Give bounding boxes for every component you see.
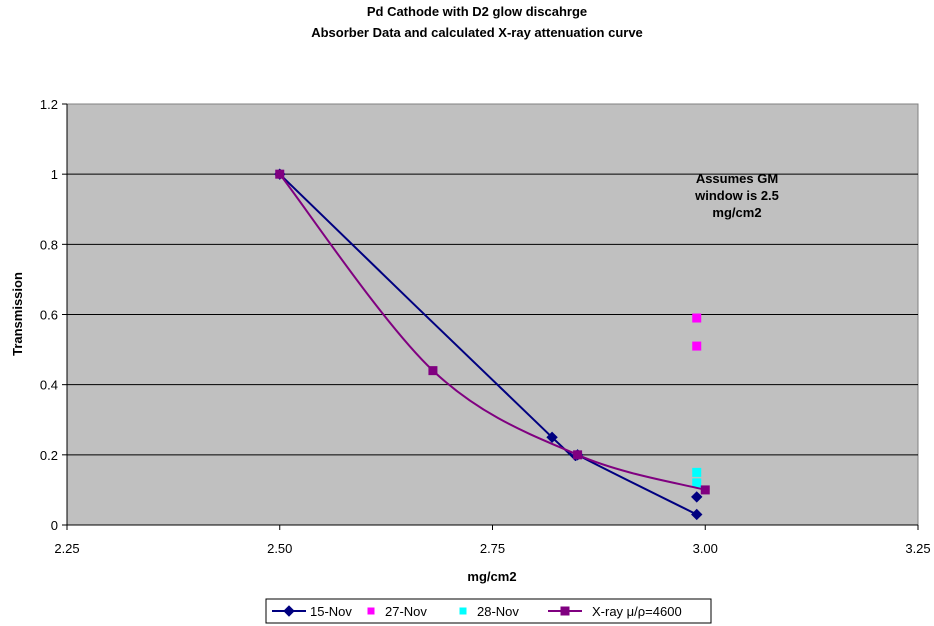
- y-tick-label: 0: [51, 518, 58, 533]
- y-tick-label: 0.4: [40, 378, 58, 393]
- x-tick-label: 2.75: [480, 541, 505, 556]
- data-point: [692, 313, 702, 323]
- data-point: [692, 467, 702, 477]
- legend-marker: [367, 607, 375, 615]
- legend-marker: [560, 606, 570, 616]
- y-tick-label: 1.2: [40, 97, 58, 112]
- legend-label: 15-Nov: [310, 604, 352, 619]
- data-point: [275, 169, 285, 179]
- legend-label: 27-Nov: [385, 604, 427, 619]
- legend-items: 15-Nov 27-Nov 28-Nov X-ray μ/ρ=4600: [272, 604, 682, 619]
- legend-item-3: X-ray μ/ρ=4600: [548, 604, 682, 619]
- y-tick-label: 1: [51, 167, 58, 182]
- annotation-line-3: mg/cm2: [712, 205, 761, 220]
- x-axis-label: mg/cm2: [467, 569, 516, 584]
- data-point: [573, 450, 583, 460]
- y-axis-label: Transmission: [10, 272, 25, 356]
- data-point: [691, 491, 703, 503]
- data-point: [692, 341, 702, 351]
- x-tick-label: 3.25: [905, 541, 930, 556]
- data-point: [700, 485, 710, 495]
- legend-marker: [283, 605, 295, 617]
- annotation: Assumes GM window is 2.5 mg/cm2: [694, 171, 779, 220]
- data-point: [428, 366, 438, 376]
- data-point: [546, 431, 558, 443]
- data-point: [691, 508, 703, 521]
- x-tick-label: 2.50: [267, 541, 292, 556]
- grid-lines: [67, 173, 918, 456]
- legend-label: 28-Nov: [477, 604, 519, 619]
- legend-item-1: 27-Nov: [367, 604, 427, 619]
- legend-marker: [459, 607, 467, 615]
- legend-item-2: 28-Nov: [459, 604, 519, 619]
- y-tick-label: 0.2: [40, 448, 58, 463]
- y-tick-label: 0.8: [40, 237, 58, 252]
- series-layer: [274, 168, 710, 521]
- chart-title-line-1: Pd Cathode with D2 glow discahrge: [367, 4, 587, 19]
- series-2: [692, 467, 702, 488]
- annotation-line-2: window is 2.5: [694, 188, 779, 203]
- series-3: [275, 169, 710, 495]
- series-1: [692, 313, 702, 351]
- series-line: [278, 173, 706, 491]
- annotation-line-1: Assumes GM: [696, 171, 778, 186]
- legend-box: [265, 598, 712, 624]
- x-tick-label: 2.25: [54, 541, 79, 556]
- legend-item-0: 15-Nov: [272, 604, 352, 619]
- chart-title-line-2: Absorber Data and calculated X-ray atten…: [311, 25, 643, 40]
- legend: 15-Nov 27-Nov 28-Nov X-ray μ/ρ=4600: [265, 598, 712, 624]
- x-tick-label: 3.00: [693, 541, 718, 556]
- legend-label: X-ray μ/ρ=4600: [592, 604, 682, 619]
- series-line: [279, 173, 698, 516]
- y-tick-label: 0.6: [40, 308, 58, 323]
- data-point: [692, 478, 702, 488]
- axes: 0 0.2 0.4 0.6 0.8 1 1.2 2.25 2.50 2.75 3.00 3.25: [40, 97, 931, 556]
